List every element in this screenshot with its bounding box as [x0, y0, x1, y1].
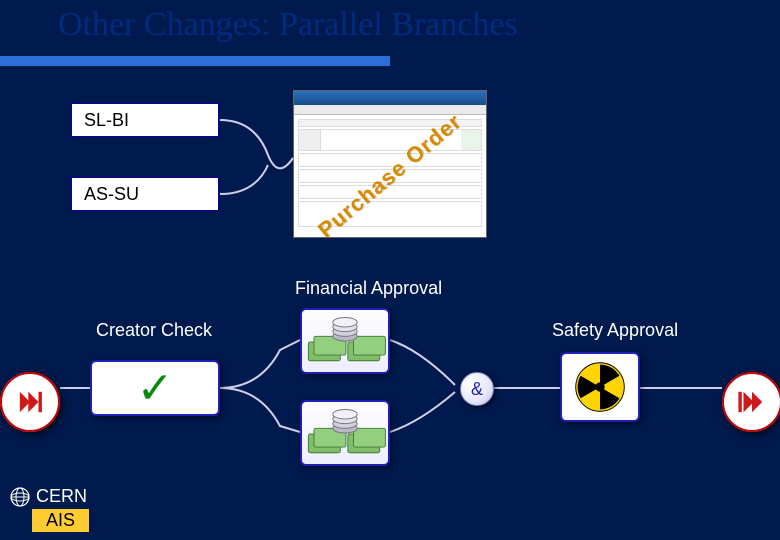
- check-icon: ✓: [137, 363, 174, 414]
- play-forward-icon: [13, 385, 47, 419]
- flow-edges: [0, 0, 780, 540]
- form-thumbnail: Purchase Order: [293, 90, 487, 238]
- ampersand-icon: &: [471, 379, 483, 400]
- unit-box-sl-bi: SL-BI: [70, 102, 220, 138]
- label-creator-check: Creator Check: [96, 320, 212, 341]
- accent-bar: [0, 56, 390, 66]
- footer-org: CERN: [36, 486, 87, 507]
- footer-ais-tab: AIS: [32, 509, 89, 532]
- creator-check-node: ✓: [90, 360, 220, 416]
- label-safety-approval: Safety Approval: [552, 320, 678, 341]
- flow-start-node: [0, 372, 60, 432]
- and-join-node: &: [460, 372, 494, 406]
- money-icon: [302, 310, 388, 372]
- thumbnail-body: Purchase Order: [294, 115, 486, 237]
- globe-icon: [10, 487, 30, 507]
- financial-approval-node-b: [300, 400, 390, 466]
- unit-box-label: SL-BI: [84, 110, 129, 131]
- page-title: Other Changes: Parallel Branches: [58, 6, 518, 44]
- slide: Other Changes: Parallel Branches SL-BI A…: [0, 0, 780, 540]
- footer-logo: CERN AIS: [10, 486, 89, 532]
- thumbnail-toolbar: [294, 105, 486, 115]
- unit-box-as-su: AS-SU: [70, 176, 220, 212]
- unit-box-label: AS-SU: [84, 184, 139, 205]
- label-financial-approval: Financial Approval: [295, 278, 442, 299]
- safety-approval-node: [560, 352, 640, 422]
- flow-end-node: [722, 372, 780, 432]
- financial-approval-node-a: [300, 308, 390, 374]
- money-icon: [302, 402, 388, 464]
- play-forward-icon: [735, 385, 769, 419]
- radiation-icon: [572, 359, 628, 415]
- thumbnail-titlebar: [294, 91, 486, 105]
